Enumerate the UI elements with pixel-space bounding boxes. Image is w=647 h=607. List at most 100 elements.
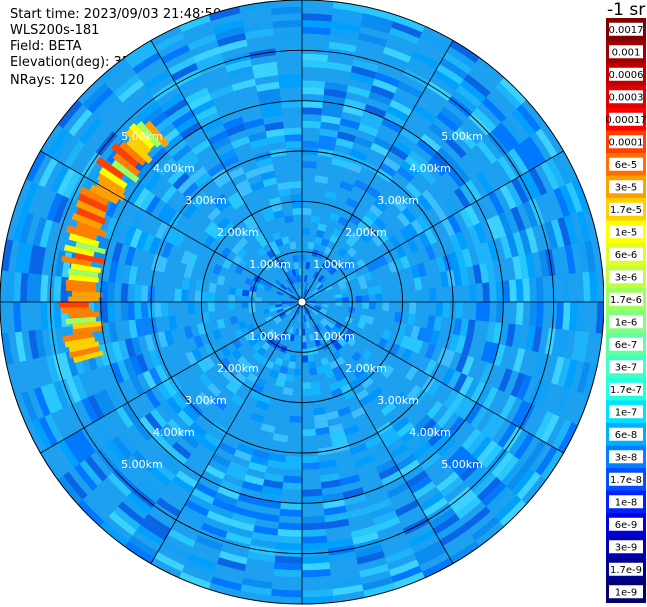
backscatter-cell	[450, 450, 472, 472]
backscatter-cell	[360, 360, 372, 372]
backscatter-cell	[134, 284, 142, 302]
backscatter-cell	[275, 306, 283, 311]
backscatter-cell	[234, 371, 247, 384]
backscatter-cell	[380, 401, 397, 416]
backscatter-cell	[257, 247, 267, 258]
backscatter-cell	[419, 492, 444, 512]
aerosol-cell	[71, 212, 103, 230]
backscatter-cell	[408, 528, 437, 548]
backscatter-cell	[228, 294, 236, 302]
backscatter-cell	[225, 381, 239, 395]
backscatter-cell	[416, 327, 427, 342]
backscatter-cell	[157, 256, 168, 273]
backscatter-cell	[357, 274, 366, 284]
backscatter-cell	[455, 302, 464, 319]
backscatter-cell	[277, 372, 287, 381]
colorbar-label-box	[609, 585, 643, 599]
backscatter-cell	[329, 381, 341, 392]
backscatter-cell	[506, 233, 519, 258]
backscatter-cell	[199, 437, 219, 454]
backscatter-cell	[396, 166, 415, 183]
backscatter-cell	[259, 278, 268, 286]
backscatter-cell	[260, 170, 276, 181]
backscatter-cell	[222, 116, 244, 131]
backscatter-cell	[400, 426, 419, 444]
backscatter-cell	[28, 330, 40, 360]
colorbar-label-box	[609, 135, 643, 149]
backscatter-cell	[33, 273, 42, 302]
backscatter-cell	[258, 164, 275, 175]
backscatter-cell	[519, 229, 532, 255]
backscatter-cell	[171, 144, 192, 163]
backscatter-cell	[432, 69, 460, 91]
backscatter-cell	[391, 565, 423, 583]
colorbar-label: 0.0017	[609, 25, 644, 36]
colorbar-label: 1.7e-8	[610, 475, 642, 486]
backscatter-cell	[292, 255, 298, 263]
backscatter-cell	[296, 308, 300, 315]
backscatter-cell	[302, 569, 331, 578]
backscatter-cell	[485, 321, 496, 343]
aerosol-cell	[75, 241, 106, 255]
backscatter-cell	[208, 130, 229, 146]
backscatter-cell	[283, 215, 294, 224]
backscatter-cell	[420, 451, 442, 471]
backscatter-cell	[346, 85, 371, 98]
backscatter-cell	[499, 499, 527, 527]
backscatter-cell	[148, 367, 163, 386]
backscatter-cell	[400, 335, 411, 349]
backscatter-cell	[265, 315, 273, 323]
backscatter-cell	[139, 191, 156, 212]
range-ring-label: 2.00km	[345, 362, 387, 375]
backscatter-cell	[208, 282, 217, 293]
backscatter-cell	[558, 329, 569, 358]
backscatter-cell	[128, 46, 158, 69]
backscatter-cell	[522, 278, 531, 302]
backscatter-cell	[253, 68, 279, 79]
range-ring-label: 4.00km	[153, 162, 195, 175]
backscatter-cell	[257, 88, 281, 99]
backscatter-cell	[406, 384, 422, 401]
backscatter-cell	[362, 576, 394, 591]
backscatter-cell	[355, 544, 383, 558]
aerosol-cell	[68, 233, 100, 248]
backscatter-cell	[334, 322, 343, 330]
backscatter-cell	[107, 302, 116, 323]
backscatter-cell	[291, 276, 296, 284]
backscatter-cell	[499, 184, 517, 210]
backscatter-cell	[304, 289, 309, 297]
backscatter-cell	[108, 511, 137, 536]
backscatter-cell	[290, 312, 296, 320]
aerosol-cell	[72, 350, 104, 363]
backscatter-cell	[207, 382, 222, 397]
colorbar-title: -1 sr	[607, 0, 646, 20]
backscatter-cell	[360, 116, 382, 131]
backscatter-cell	[327, 538, 354, 549]
backscatter-cell	[35, 246, 46, 275]
colorbar-label: 0.0001	[609, 137, 644, 148]
backscatter-cell	[361, 215, 374, 228]
colorbar-label-box	[609, 427, 643, 441]
backscatter-cell	[135, 318, 145, 337]
backscatter-cell	[32, 419, 53, 450]
backscatter-cell	[576, 362, 591, 394]
backscatter-cell	[399, 127, 421, 145]
backscatter-cell	[126, 491, 153, 514]
backscatter-cell	[320, 308, 328, 313]
backscatter-cell	[198, 373, 213, 388]
backscatter-cell	[218, 148, 237, 163]
backscatter-cell	[276, 291, 284, 296]
backscatter-cell	[471, 436, 492, 460]
backscatter-cell	[35, 329, 46, 358]
backscatter-cell	[486, 486, 512, 512]
backscatter-cell	[118, 339, 130, 361]
backscatter-cell	[373, 217, 387, 231]
backscatter-cell	[320, 277, 327, 284]
backscatter-cell	[261, 485, 283, 496]
backscatter-cell	[406, 337, 417, 352]
backscatter-cell	[410, 325, 421, 340]
backscatter-cell	[391, 391, 407, 407]
backscatter-cell	[451, 162, 471, 184]
backscatter-cell	[359, 314, 368, 323]
backscatter-cell	[429, 329, 440, 346]
